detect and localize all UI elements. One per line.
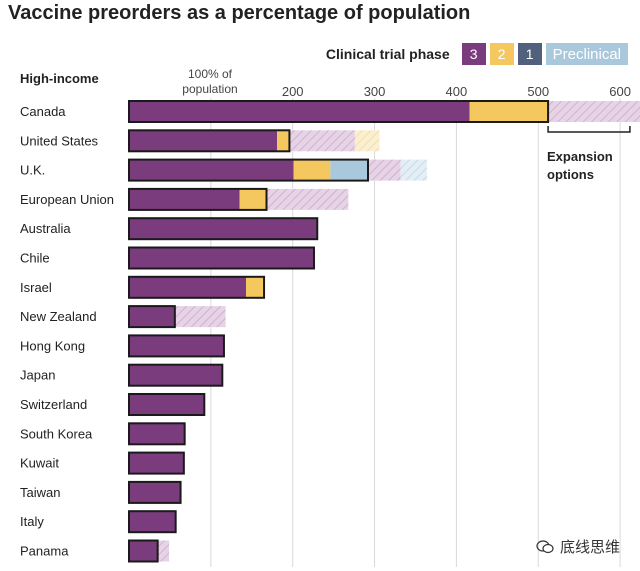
category-label: Canada	[20, 104, 66, 119]
chart-title: Vaccine preorders as a percentage of pop…	[8, 2, 471, 24]
bar-outline	[128, 510, 177, 534]
expansion-segment	[266, 188, 349, 210]
bar-outline	[128, 246, 315, 270]
legend-phase-1: 1	[517, 43, 542, 65]
bar-segment	[293, 159, 331, 181]
category-label: New Zealand	[20, 309, 97, 324]
x-tick-label: 200	[282, 84, 304, 99]
bar-segment	[129, 130, 278, 152]
reference-line-label: 100% of population	[182, 67, 238, 96]
bar-segment	[330, 159, 369, 181]
bar-segment	[129, 276, 247, 298]
bar-outline	[128, 275, 266, 299]
category-label: South Korea	[20, 426, 93, 441]
bar-outline	[128, 217, 319, 241]
expansion-bracket	[547, 126, 631, 133]
bar-segment	[129, 452, 184, 474]
x-tick-label: 600	[609, 84, 631, 99]
category-label: United States	[20, 133, 99, 148]
watermark-text: 底线思维	[559, 539, 620, 556]
legend-title: Clinical trial phase	[325, 46, 450, 62]
bar-segment	[239, 188, 267, 210]
bar-outline	[128, 539, 159, 563]
category-label: Italy	[20, 514, 44, 529]
category-label: Switzerland	[20, 397, 87, 412]
legend-phase-3: 3	[461, 43, 486, 65]
wechat-icon	[536, 539, 554, 553]
bar-segment	[129, 159, 294, 181]
bar-segment	[129, 306, 175, 328]
bar-segment	[129, 540, 158, 562]
bar-segment	[129, 218, 318, 240]
expansion-segment	[354, 130, 380, 152]
bar-outline	[128, 305, 176, 329]
expansion-segment	[157, 540, 170, 562]
bar-outline	[128, 451, 185, 475]
bar-outline	[128, 100, 550, 123]
bar-segment	[246, 276, 265, 298]
bar-segment	[129, 394, 205, 415]
x-tick-label: 400	[446, 84, 468, 99]
legend: Clinical trial phase 3 2 1 Preclinical	[326, 42, 628, 66]
bar-outline	[128, 363, 224, 387]
bar-outline	[128, 480, 182, 504]
expansion-label-line-2: options	[547, 167, 594, 182]
bar-segment	[129, 335, 224, 357]
category-label: Panama	[20, 544, 69, 559]
bar-segment	[277, 130, 290, 152]
bar-outline	[128, 187, 268, 211]
group-label: High-income	[20, 71, 99, 86]
bar-segment	[129, 511, 176, 533]
bar-segment	[129, 101, 470, 122]
legend-phase-2: 2	[489, 43, 514, 65]
expansion-options-label: Expansion options	[547, 148, 613, 184]
category-label: U.K.	[20, 163, 45, 178]
bar-segment	[129, 481, 181, 503]
bar-outline	[128, 334, 225, 358]
bar-outline	[128, 129, 291, 153]
bar-segment	[129, 423, 185, 445]
expansion-segment	[289, 130, 355, 152]
category-label: Japan	[20, 368, 55, 383]
bar-outline	[128, 393, 206, 416]
expansion-label-line-1: Expansion	[547, 149, 613, 164]
bar-outline	[128, 158, 370, 182]
category-label: European Union	[20, 192, 114, 207]
category-label: Australia	[20, 221, 71, 236]
expansion-segment	[400, 159, 427, 181]
category-label: Hong Kong	[20, 338, 85, 353]
x-tick-label: 500	[527, 84, 549, 99]
category-label: Chile	[20, 251, 50, 266]
category-label: Kuwait	[20, 456, 59, 471]
expansion-segment	[174, 306, 226, 328]
expansion-segment	[548, 101, 640, 122]
watermark: 底线思维	[536, 536, 620, 557]
bar-segment	[469, 101, 549, 122]
bar-segment	[129, 364, 223, 386]
category-label: Israel	[20, 280, 52, 295]
legend-preclinical: Preclinical	[545, 43, 628, 65]
bar-segment	[129, 188, 240, 210]
x-tick-label: 300	[364, 84, 386, 99]
category-label: Taiwan	[20, 485, 60, 500]
expansion-segment	[368, 159, 401, 181]
bar-segment	[129, 247, 314, 269]
bar-outline	[128, 422, 186, 446]
